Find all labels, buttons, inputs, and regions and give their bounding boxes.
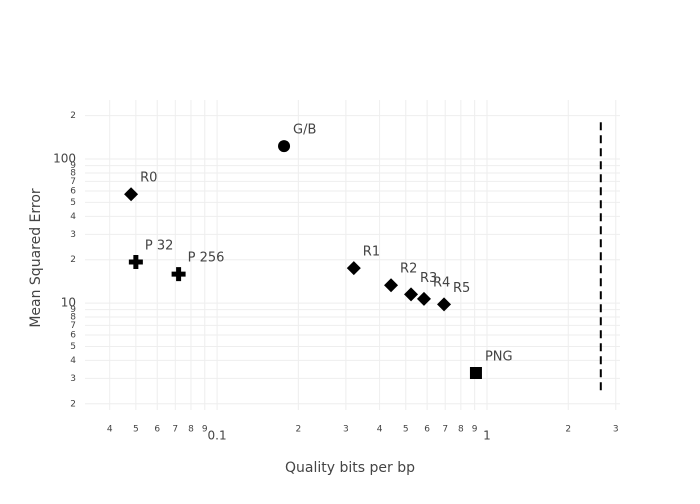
point-label: R2 xyxy=(400,262,417,277)
point-label: P 32 xyxy=(145,238,174,253)
y-tick-label: 9 xyxy=(70,305,76,315)
y-tick-label: 8 xyxy=(70,169,76,179)
point xyxy=(437,297,452,312)
point-label: R0 xyxy=(140,171,157,186)
point xyxy=(171,267,186,282)
x-tick-label: 1 xyxy=(483,429,491,443)
y-tick-label: 9 xyxy=(70,161,76,171)
y-tick-label: 3 xyxy=(70,374,76,384)
y-tick-label: 6 xyxy=(70,331,76,341)
point xyxy=(384,278,399,293)
x-tick-label: 2 xyxy=(565,425,571,435)
x-tick-label: 5 xyxy=(403,425,409,435)
point-label: PNG xyxy=(485,350,513,365)
y-tick-label: 2 xyxy=(70,111,76,121)
y-tick-label: 6 xyxy=(70,186,76,196)
point xyxy=(416,291,431,306)
x-tick-label: 8 xyxy=(458,425,464,435)
y-tick-label: 2 xyxy=(70,399,76,409)
y-tick-label: 5 xyxy=(70,198,76,208)
x-tick-label: 3 xyxy=(613,425,619,435)
point xyxy=(278,140,291,153)
x-tick-label: 0.1 xyxy=(208,429,227,443)
y-tick-label: 100 xyxy=(53,152,76,166)
x-tick-label: 8 xyxy=(188,425,194,435)
point xyxy=(469,367,482,380)
point xyxy=(404,287,419,302)
x-tick-label: 9 xyxy=(472,425,478,435)
y-tick-label: 4 xyxy=(70,212,76,222)
x-tick-label: 2 xyxy=(295,425,301,435)
x-tick-label: 4 xyxy=(107,425,113,435)
y-tick-label: 7 xyxy=(70,321,76,331)
x-tick-label: 7 xyxy=(172,425,178,435)
point-label: R3 xyxy=(420,271,437,286)
x-tick-label: 4 xyxy=(377,425,383,435)
y-tick-label: 4 xyxy=(70,356,76,366)
x-tick-label: 5 xyxy=(133,425,139,435)
point-label: R4 xyxy=(433,275,450,290)
x-tick-label: 6 xyxy=(424,425,430,435)
point xyxy=(128,254,143,269)
x-tick-label: 9 xyxy=(202,425,208,435)
y-tick-label: 3 xyxy=(70,230,76,240)
point-label: G/B xyxy=(293,123,316,138)
point xyxy=(124,187,139,202)
y-tick-label: 8 xyxy=(70,313,76,323)
y-tick-label: 7 xyxy=(70,177,76,187)
point-label: R5 xyxy=(453,281,470,296)
x-tick-label: 7 xyxy=(442,425,448,435)
x-tick-label: 6 xyxy=(154,425,160,435)
point-label: P 256 xyxy=(188,251,225,266)
y-tick-label: 5 xyxy=(70,342,76,352)
y-tick-label: 10 xyxy=(61,296,76,310)
point-label: R1 xyxy=(363,245,380,260)
x-axis-label: Quality bits per bp xyxy=(285,460,415,476)
x-tick-label: 3 xyxy=(343,425,349,435)
y-axis-label: Mean Squared Error xyxy=(28,188,44,328)
point xyxy=(346,261,361,276)
y-tick-label: 2 xyxy=(70,255,76,265)
